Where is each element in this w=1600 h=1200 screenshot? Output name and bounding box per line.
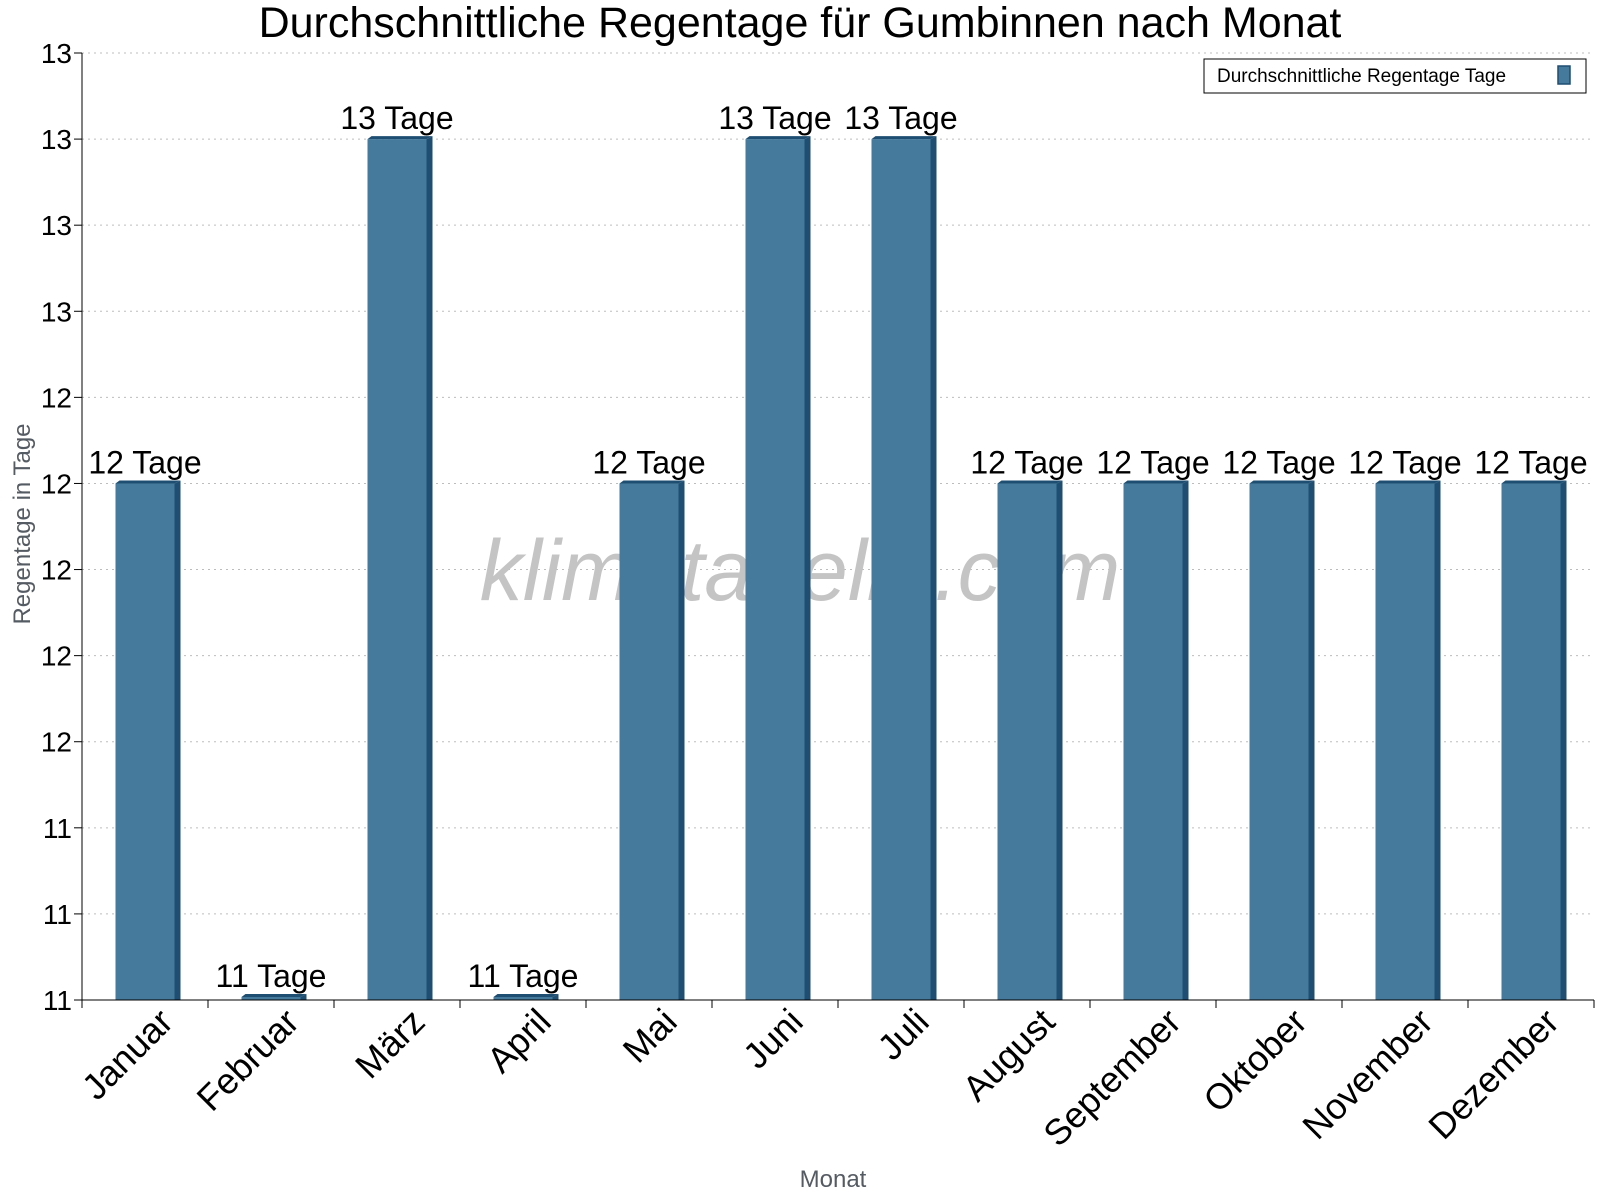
bar-front (871, 139, 931, 1000)
grid-lines (82, 52, 1594, 915)
bar-value-label: 13 Tage (844, 100, 957, 136)
bar (367, 136, 433, 1000)
bar-top (367, 136, 433, 140)
bar-top (745, 136, 811, 140)
legend-label: Durchschnittliche Regentage Tage (1217, 66, 1506, 87)
bar (619, 480, 685, 1000)
bar (1123, 480, 1189, 1000)
x-tick-label: September (1035, 1001, 1189, 1155)
x-axis-title: Monat (800, 1166, 867, 1193)
bar-front (1375, 483, 1435, 1000)
y-tick-label: 11 (43, 813, 72, 844)
bar-top (1375, 480, 1441, 484)
x-tick-label: April (479, 1001, 559, 1081)
y-tick-label: 12 (41, 727, 72, 758)
bar-top (871, 136, 937, 140)
x-tick-label: Mai (615, 1001, 685, 1071)
x-tick-label: Januar (74, 1001, 181, 1108)
x-tick-label: Juli (869, 1001, 936, 1068)
bar (745, 136, 811, 1000)
y-axis-title: Regentage in Tage (9, 423, 36, 624)
bar-front (619, 483, 679, 1000)
x-tick-label: Dezember (1420, 1001, 1566, 1147)
y-tick-label: 12 (41, 641, 72, 672)
bar-side (1182, 480, 1189, 1000)
bar-value-label: 12 Tage (88, 444, 201, 480)
y-tick-label: 12 (41, 382, 72, 413)
bar-side (930, 136, 937, 1000)
bar-value-label: 12 Tage (1348, 444, 1461, 480)
bars (115, 136, 1567, 1000)
bar-top (1249, 480, 1315, 484)
y-tick-label: 12 (41, 555, 72, 586)
bar-top (493, 994, 559, 997)
bar-front (997, 483, 1057, 1000)
bar (241, 994, 307, 1000)
bar-value-label: 12 Tage (1222, 444, 1335, 480)
legend-swatch (1557, 65, 1571, 85)
bar-front (745, 139, 805, 1000)
y-tick-label: 12 (41, 468, 72, 499)
bar-value-label: 11 Tage (216, 958, 327, 994)
bar (1375, 480, 1441, 1000)
x-tick-label: März (347, 1001, 433, 1087)
bar-side (804, 136, 811, 1000)
x-tick-label: Oktober (1195, 1001, 1315, 1121)
bar (871, 136, 937, 1000)
bar-side (426, 136, 433, 1000)
bar (1249, 480, 1315, 1000)
bar-top (997, 480, 1063, 484)
legend-box (1203, 58, 1587, 94)
y-tick-label: 11 (43, 985, 72, 1016)
x-tick-label: November (1294, 1001, 1440, 1147)
y-tick-label: 13 (41, 296, 72, 327)
y-tick-label: 13 (41, 210, 72, 241)
bar-value-label: 13 Tage (340, 100, 453, 136)
y-tick-label: 13 (41, 124, 72, 155)
bar-value-label: 12 Tage (1474, 444, 1587, 480)
bar-front (367, 139, 427, 1000)
bar-top (1123, 480, 1189, 484)
bar-top (115, 480, 181, 484)
y-tick-label: 13 (41, 38, 72, 69)
bar-side (174, 480, 181, 1000)
bar-front (1501, 483, 1561, 1000)
bar-front (1123, 483, 1183, 1000)
bar-side (552, 994, 559, 1000)
bar (997, 480, 1063, 1000)
bar-top (241, 994, 307, 997)
bar (1501, 480, 1567, 1000)
bar-front (493, 997, 553, 1000)
bar-side (1308, 480, 1315, 1000)
bar-value-label: 12 Tage (592, 444, 705, 480)
bar-labels: 12 Tage 11 Tage 13 Tage 11 Tage 12 Tage 13 Ta… (88, 100, 1587, 994)
bar-side (1056, 480, 1063, 1000)
bar-front (1249, 483, 1309, 1000)
bar-value-label: 12 Tage (1096, 444, 1209, 480)
y-tick-label: 11 (43, 899, 72, 930)
bar-value-label: 12 Tage (970, 444, 1083, 480)
x-tick-label: Februar (189, 1001, 307, 1119)
bar-value-label: 13 Tage (718, 100, 831, 136)
x-tick-label: Juni (735, 1001, 811, 1077)
bar-top (619, 480, 685, 484)
bar-side (678, 480, 685, 1000)
bar-side (1434, 480, 1441, 1000)
bar-front (115, 483, 175, 1000)
bar (493, 994, 559, 1000)
bar-front (241, 997, 301, 1000)
bar-value-label: 11 Tage (468, 958, 579, 994)
chart-title: Durchschnittliche Regentage für Gumbinne… (259, 0, 1342, 47)
bar-side (300, 994, 307, 1000)
x-tick-label: August (954, 1001, 1062, 1109)
legend: Durchschnittliche Regentage Tage (1203, 58, 1587, 94)
bar-side (1560, 480, 1567, 1000)
bar-top (1501, 480, 1567, 484)
bar (115, 480, 181, 1000)
